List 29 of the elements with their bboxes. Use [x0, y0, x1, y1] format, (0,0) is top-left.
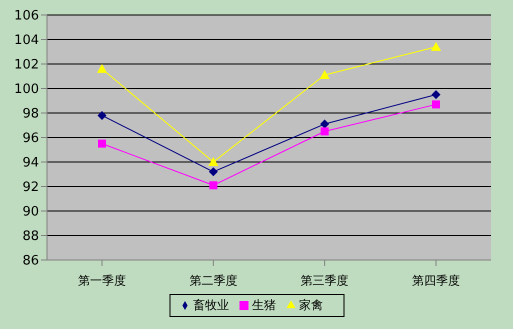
point	[431, 42, 441, 51]
y-tick-label: 106	[14, 8, 39, 24]
y-tick-label: 92	[22, 180, 39, 196]
point	[432, 100, 440, 108]
point	[97, 64, 107, 73]
y-tick-label: 96	[22, 131, 39, 146]
legend-label: 家禽	[299, 298, 323, 312]
y-tick-label: 86	[22, 254, 39, 269]
x-tick-label: 第三季度	[300, 274, 349, 288]
y-tick-label: 104	[14, 33, 39, 48]
legend-label: 生猪	[252, 298, 276, 312]
point	[98, 140, 106, 148]
point	[209, 181, 218, 190]
y-tick-label: 100	[14, 82, 39, 98]
point	[98, 110, 106, 120]
point	[208, 157, 218, 166]
x-tick-label: 第四季度	[412, 274, 460, 288]
point	[432, 90, 440, 100]
point	[320, 70, 330, 80]
y-tick-label: 98	[22, 106, 39, 122]
y-tick-label: 94	[22, 156, 39, 171]
y-tick-label: 90	[22, 204, 39, 220]
y-tick-label: 102	[14, 58, 39, 73]
x-tick-label: 第二季度	[189, 274, 238, 288]
point	[320, 127, 329, 136]
x-tick-label: 第一季度	[78, 274, 126, 288]
legend-label: 畜牧业	[193, 298, 229, 312]
y-tick-label: 88	[22, 229, 39, 244]
point	[208, 167, 218, 176]
